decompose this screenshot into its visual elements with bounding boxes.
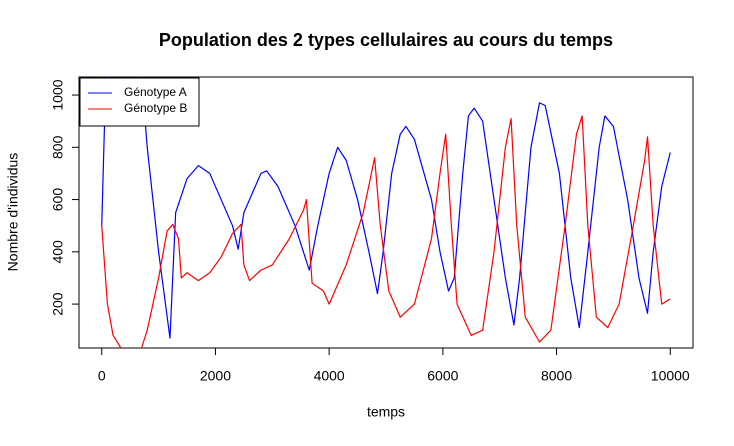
y-tick-label: 600 (50, 188, 66, 212)
legend-label: Génotype A (124, 85, 187, 99)
series-line (101, 115, 671, 348)
series-line (101, 77, 671, 339)
y-axis-label: Nombre d'individus (5, 153, 21, 272)
x-tick-label: 6000 (427, 368, 458, 384)
chart-title: Population des 2 types cellulaires au co… (159, 30, 613, 50)
legend-label: Génotype B (124, 101, 187, 115)
legend-box (79, 77, 200, 127)
y-tick-label: 200 (50, 292, 66, 316)
x-tick-label: 10000 (651, 368, 690, 384)
x-tick-label: 8000 (541, 368, 572, 384)
y-tick-label: 1000 (50, 79, 66, 110)
plot-area (101, 77, 671, 348)
x-tick-label: 4000 (314, 368, 345, 384)
y-tick-label: 800 (50, 135, 66, 159)
x-tick-label: 0 (98, 368, 106, 384)
x-axis-label: temps (367, 404, 405, 420)
x-tick-label: 2000 (200, 368, 231, 384)
y-tick-label: 400 (50, 240, 66, 264)
